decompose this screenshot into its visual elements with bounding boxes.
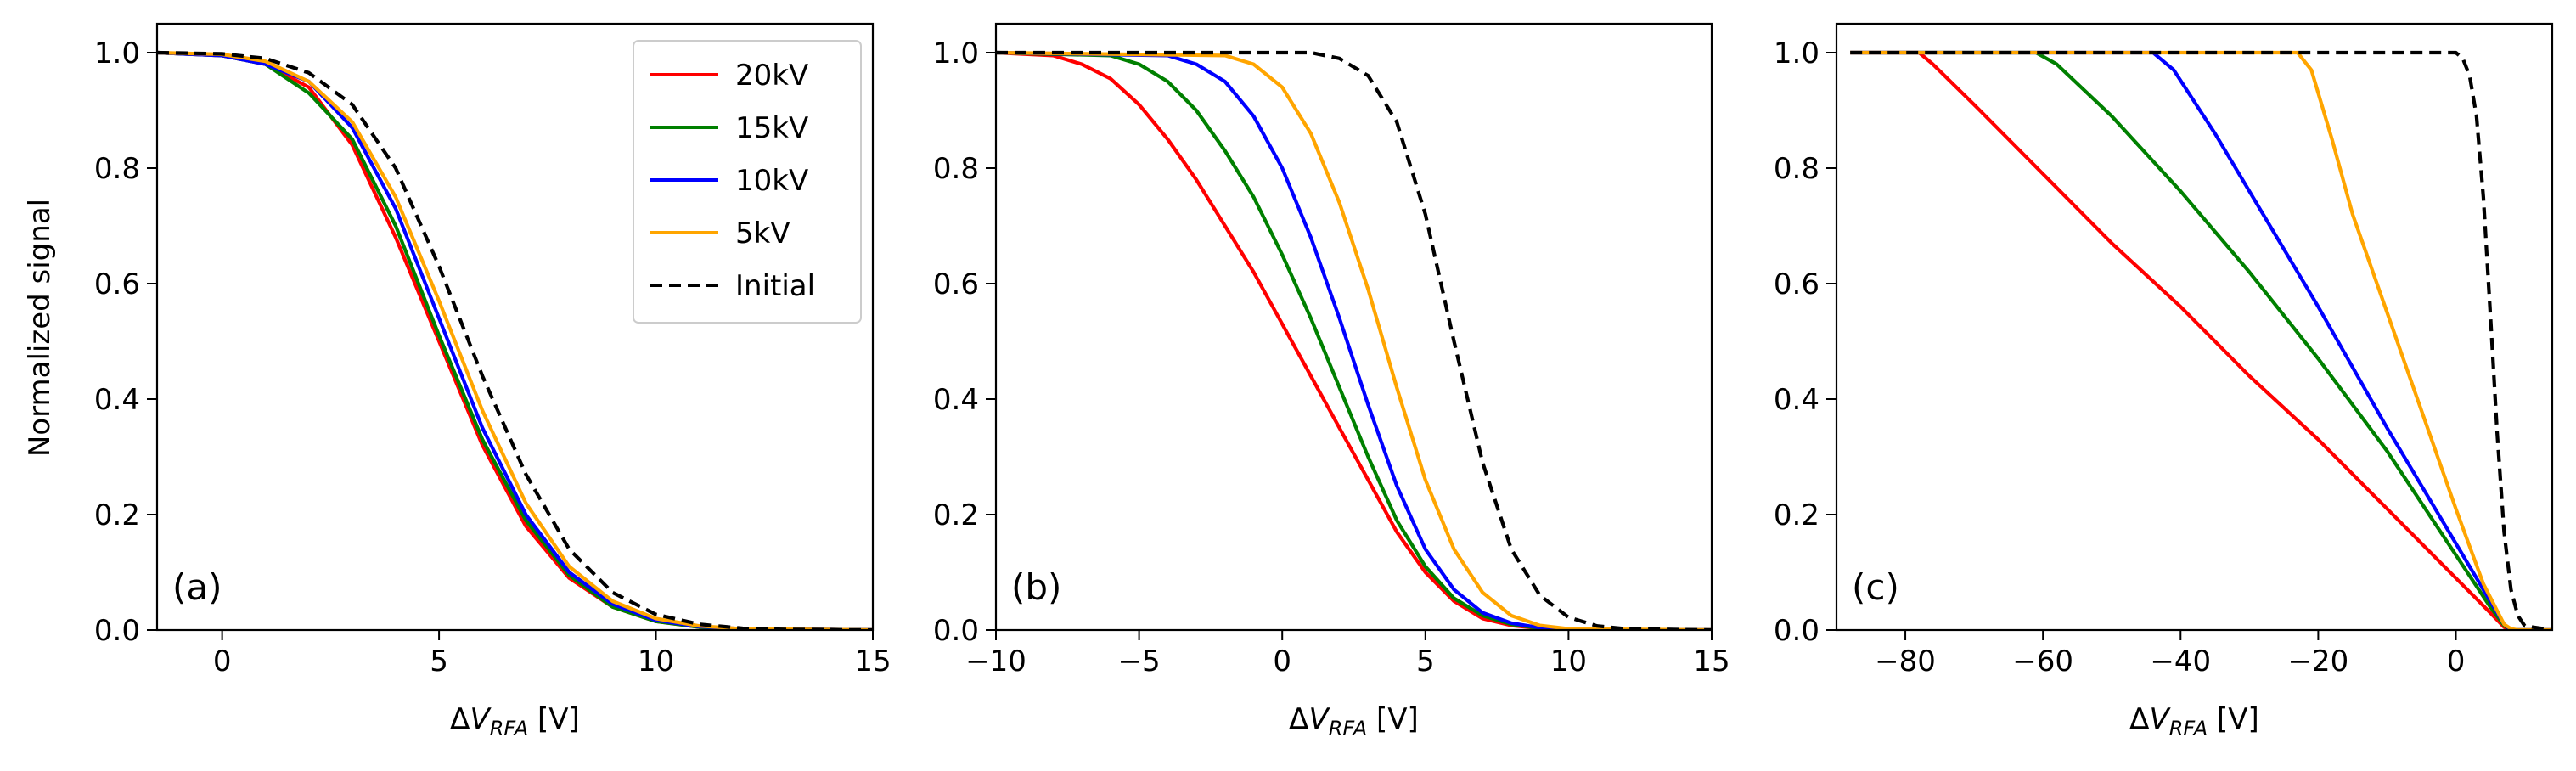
series-line-20kv <box>1850 50 2552 630</box>
legend-label-20kv: 20kV <box>735 59 808 93</box>
x-tick-label: −10 <box>965 644 1026 678</box>
panel-c-label: (c) <box>1852 566 1899 608</box>
x-title-var: V <box>2149 702 2171 736</box>
y-tick-label: 0.6 <box>933 267 979 301</box>
series-line-initial <box>157 50 873 630</box>
series-line-10kv <box>996 50 1712 630</box>
y-tick-label: 0.8 <box>933 152 979 186</box>
series-line-5kv <box>157 50 873 630</box>
x-tick-label: 15 <box>854 644 891 678</box>
y-tick-label: 0.6 <box>94 267 140 301</box>
panel-b-label: (b) <box>1011 566 1061 608</box>
panel-a-x-axis-title: ΔVRFA [V] <box>450 702 580 740</box>
x-tick-label: 0 <box>213 644 232 678</box>
y-tick-label: 0.4 <box>933 383 979 417</box>
panel-c-ticks: −80 −60 −40 −20 0 0.0 0.2 0.4 0.6 0.8 1.0 <box>1774 37 2465 678</box>
y-tick-label: 0.8 <box>94 152 140 186</box>
x-title-prefix: Δ <box>1289 702 1308 736</box>
y-tick-label: 0.8 <box>1774 152 1820 186</box>
x-title-prefix: Δ <box>450 702 470 736</box>
x-tick-label: 15 <box>1693 644 1730 678</box>
y-tick-label: 0.2 <box>94 498 140 532</box>
panel-c: −80 −60 −40 −20 0 0.0 0.2 0.4 0.6 0.8 1.0 (c) ΔVRF… <box>1774 22 2554 740</box>
panel-c-lines <box>1850 50 2552 630</box>
x-title-unit: [V] <box>1367 702 1419 736</box>
series-line-initial <box>996 50 1712 630</box>
panel-c-frame <box>1835 22 2554 632</box>
legend-label-initial: Initial <box>735 269 815 303</box>
y-tick-label: 0.2 <box>1774 498 1820 532</box>
x-title-sub: RFA <box>1329 717 1368 740</box>
series-line-5kv <box>996 50 1712 630</box>
legend-label-10kv: 10kV <box>735 164 808 198</box>
x-title-sub: RFA <box>490 717 529 740</box>
x-title-sub: RFA <box>2169 717 2208 740</box>
panel-a-lines <box>157 50 873 630</box>
panel-a: 0 5 10 15 0.0 0.2 0.4 0.6 0.8 1.0 (a) ΔVRFA [V] 2… <box>94 22 891 740</box>
legend-label-15kv: 15kV <box>735 111 808 145</box>
y-tick-label: 1.0 <box>933 37 979 70</box>
y-tick-label: 0.4 <box>1774 383 1820 417</box>
x-tick-label: 5 <box>1416 644 1435 678</box>
x-tick-label: −80 <box>1875 644 1936 678</box>
y-tick-label: 0.6 <box>1774 267 1820 301</box>
x-title-unit: [V] <box>2208 702 2259 736</box>
x-tick-label: 0 <box>1273 644 1291 678</box>
panel-b-ticks: −10 −5 0 5 10 15 0.0 0.2 0.4 0.6 0.8 1.0 <box>933 37 1730 678</box>
panel-c-x-axis-title: ΔVRFA [V] <box>2129 702 2259 740</box>
x-tick-label: −40 <box>2150 644 2211 678</box>
panel-b-x-axis-title: ΔVRFA [V] <box>1289 702 1419 740</box>
y-tick-label: 1.0 <box>1774 37 1820 70</box>
x-tick-label: 0 <box>2447 644 2466 678</box>
legend-label-5kv: 5kV <box>735 217 790 250</box>
x-title-var: V <box>470 702 492 736</box>
x-title-var: V <box>1308 702 1330 736</box>
x-tick-label: 10 <box>638 644 674 678</box>
x-title-unit: [V] <box>528 702 580 736</box>
x-tick-label: 5 <box>430 644 448 678</box>
x-title-prefix: Δ <box>2129 702 2149 736</box>
series-line-5kv <box>1850 50 2552 630</box>
y-axis-title: Normalized signal <box>23 199 57 457</box>
y-tick-label: 1.0 <box>94 37 140 70</box>
panel-b-frame <box>994 22 1713 632</box>
legend: 20kV 15kV 10kV 5kV Initial <box>633 40 862 324</box>
panel-b: −10 −5 0 5 10 15 0.0 0.2 0.4 0.6 0.8 1.0 (b) ΔVRFA … <box>933 22 1730 740</box>
y-tick-label: 0.2 <box>933 498 979 532</box>
x-tick-label: −60 <box>2012 644 2073 678</box>
y-tick-label: 0.0 <box>933 614 979 648</box>
y-tick-label: 0.0 <box>1774 614 1820 648</box>
legend-box <box>633 40 862 324</box>
panel-a-ticks: 0 5 10 15 0.0 0.2 0.4 0.6 0.8 1.0 <box>94 37 891 678</box>
panel-b-lines <box>996 50 1712 630</box>
series-line-initial <box>1850 50 2552 630</box>
x-tick-label: 10 <box>1550 644 1587 678</box>
y-tick-label: 0.0 <box>94 614 140 648</box>
panel-a-frame <box>155 22 875 632</box>
x-tick-label: −20 <box>2288 644 2349 678</box>
panel-a-label: (a) <box>172 566 222 608</box>
x-tick-label: −5 <box>1118 644 1161 678</box>
y-tick-label: 0.4 <box>94 383 140 417</box>
